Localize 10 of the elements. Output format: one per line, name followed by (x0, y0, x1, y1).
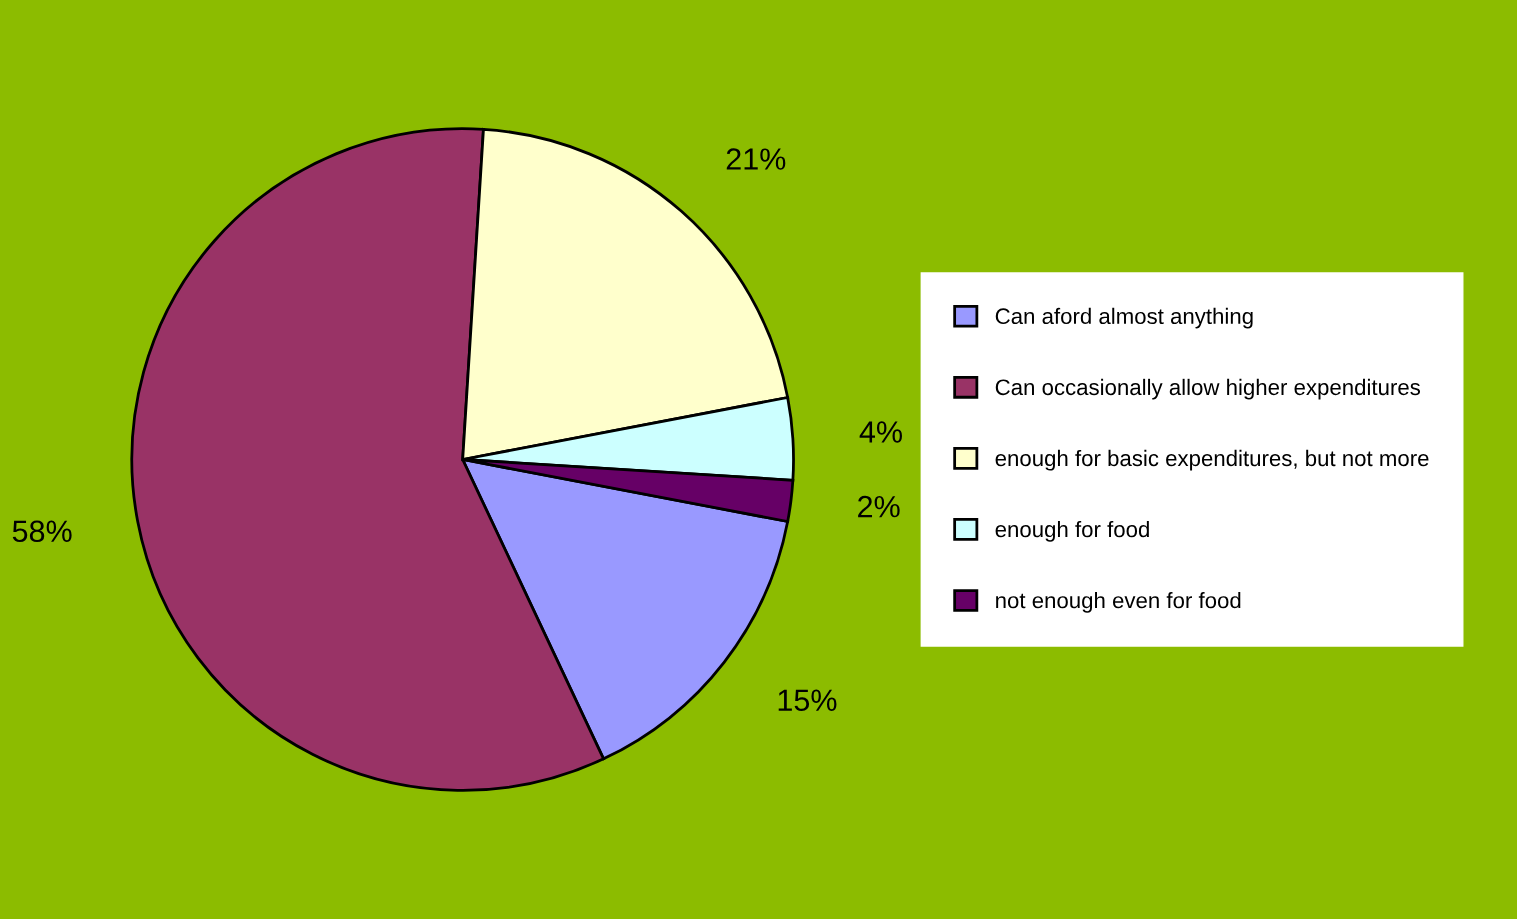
legend-label: not enough even for food (996, 591, 1241, 613)
data-label: 2% (858, 495, 900, 518)
data-label: 58% (12, 520, 72, 543)
data-label: 21% (726, 148, 786, 170)
legend-label: enough for basic expenditures, but not more (995, 449, 1429, 471)
data-label: 4% (859, 421, 902, 443)
legend-label: Can occasionally allow higher expenditures (995, 378, 1421, 400)
legend-label: enough for food (995, 520, 1149, 542)
legend-label: Can aford almost anything (995, 307, 1253, 329)
data-label: 15% (778, 689, 837, 712)
